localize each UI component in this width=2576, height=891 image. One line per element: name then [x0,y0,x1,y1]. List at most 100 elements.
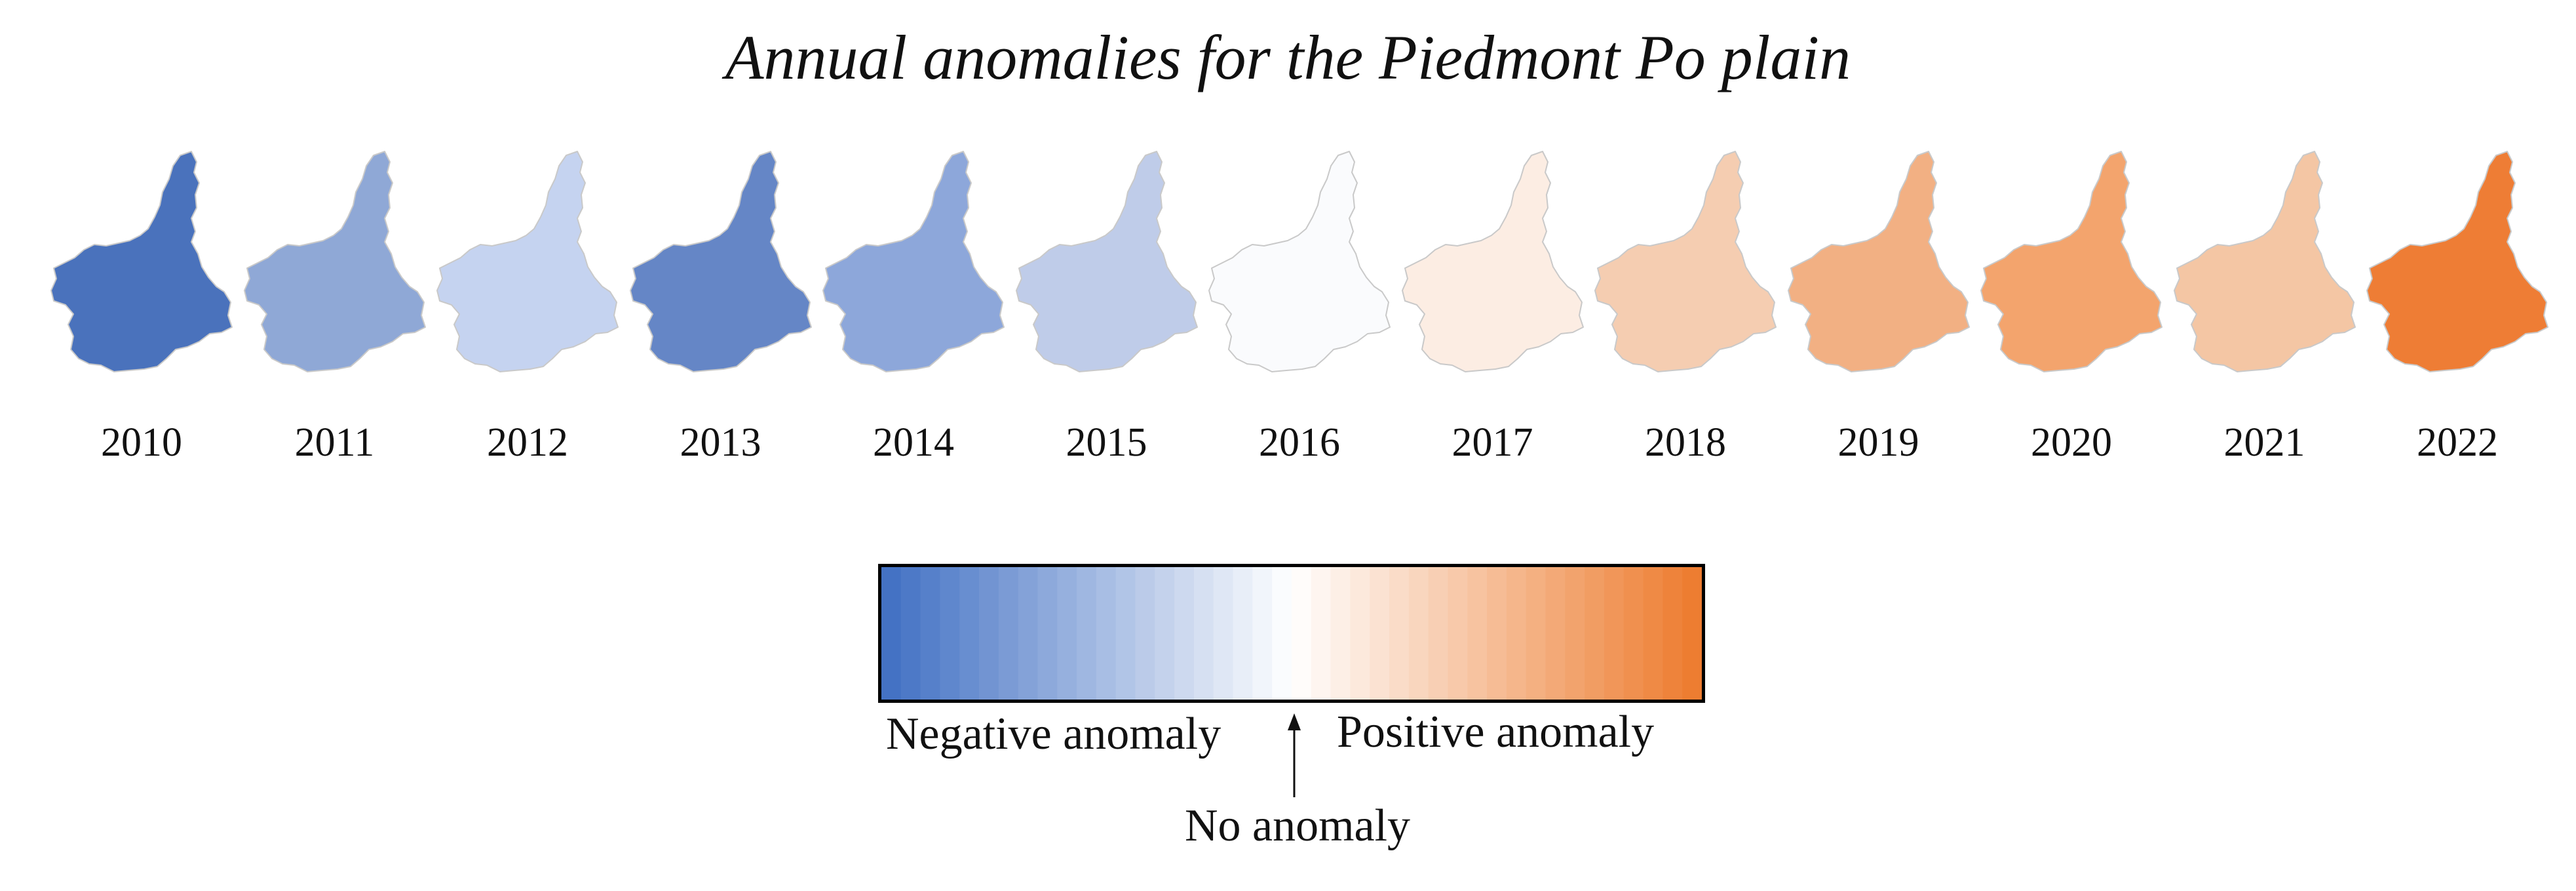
legend-color-step [1330,567,1351,700]
legend-color-step [1292,567,1312,700]
legend-color-step [1311,567,1332,700]
up-arrow-icon [1288,713,1301,797]
region-fill-2017 [1401,151,1584,372]
piedmont-region-shape [1208,151,1391,372]
legend-color-step [1135,567,1155,700]
legend-color-step [881,567,902,700]
legend-color-step [1682,567,1702,700]
legend-color-step [1623,567,1644,700]
year-map-2019: 2019 [1782,148,1976,475]
piedmont-region-shape [1015,151,1198,372]
legend-color-step [940,567,960,700]
year-map-2012: 2012 [431,148,625,475]
region-fill-2021 [2173,151,2356,372]
year-map-2015: 2015 [1010,148,1204,475]
legend-color-step [1506,567,1527,700]
piedmont-region-shape [822,151,1005,372]
year-label: 2014 [873,420,954,465]
piedmont-region-shape [629,151,812,372]
legend-color-step [1174,567,1195,700]
year-map-2022: 2022 [2360,148,2554,475]
year-label: 2017 [1451,420,1533,465]
piedmont-region-shape [2173,151,2356,372]
year-map-2018: 2018 [1588,148,1782,475]
legend-color-step [1077,567,1097,700]
region-fill-2015 [1015,151,1198,372]
legend-color-step [1565,567,1585,700]
legend-color-step [1604,567,1624,700]
legend-color-step [1350,567,1370,700]
legend-color-step [1663,567,1683,700]
year-label: 2015 [1066,420,1147,465]
year-map-2013: 2013 [624,148,818,475]
legend-color-step [1155,567,1175,700]
legend-color-step [1213,567,1234,700]
legend-color-step [1448,567,1468,700]
legend-color-step [1272,567,1292,700]
year-label: 2021 [2223,420,2305,465]
piedmont-region-shape [243,151,426,372]
legend-color-step [1018,567,1039,700]
year-label: 2016 [1259,420,1340,465]
legend-color-step [959,567,980,700]
year-label: 2011 [294,420,375,465]
piedmont-region-shape [1401,151,1584,372]
region-fill-2013 [629,151,812,372]
year-label: 2010 [101,420,182,465]
legend-negative-label: Negative anomaly [886,709,1221,759]
piedmont-region-shape [2366,151,2548,372]
legend-color-step [1526,567,1547,700]
legend-color-step [1408,567,1429,700]
legend-color-step [1643,567,1663,700]
year-label: 2022 [2417,420,2498,465]
legend-color-step [1467,567,1488,700]
legend-color-step [1115,567,1136,700]
piedmont-region-shape [50,151,233,372]
region-fill-2019 [1787,151,1970,372]
legend-color-step [1252,567,1273,700]
legend-color-step [1057,567,1077,700]
legend-color-step [1389,567,1410,700]
legend-color-step [1487,567,1507,700]
year-map-2014: 2014 [817,148,1010,475]
color-legend: Negative anomaly Positive anomaly No ano… [878,564,1709,865]
piedmont-region-shape [1980,151,2163,372]
region-fill-2010 [50,151,233,372]
legend-color-step [998,567,1019,700]
legend-color-step [1193,567,1214,700]
legend-color-step [1370,567,1390,700]
legend-color-step [900,567,921,700]
year-map-2021: 2021 [2168,148,2362,475]
legend-color-step [1233,567,1253,700]
legend-color-step [1585,567,1605,700]
year-map-2020: 2020 [1974,148,2168,475]
year-label: 2018 [1645,420,1726,465]
map-title: Annual anomalies for the Piedmont Po pla… [725,22,1851,92]
legend-color-bar [878,564,1705,703]
legend-zero-label: No anomaly [1184,801,1411,851]
legend-color-steps [881,567,1702,700]
piedmont-region-shape [436,151,619,372]
year-map-2017: 2017 [1396,148,1590,475]
legend-color-step [920,567,941,700]
region-fill-2011 [243,151,426,372]
year-map-2011: 2011 [238,148,432,475]
region-fill-2016 [1208,151,1391,372]
annual-maps-row: 2010 2011 2012 2013 2014 2015 2016 2017 2018 2019… [50,148,2554,475]
region-fill-2014 [822,151,1005,372]
year-label: 2013 [680,420,761,465]
region-fill-2018 [1594,151,1777,372]
region-fill-2022 [2366,151,2548,372]
year-label: 2020 [2031,420,2112,465]
piedmont-region-shape [1594,151,1777,372]
legend-positive-label: Positive anomaly [1337,707,1655,757]
year-label: 2012 [487,420,568,465]
year-label: 2019 [1837,420,1919,465]
legend-color-step [1096,567,1117,700]
legend-color-step [979,567,999,700]
year-map-2016: 2016 [1202,148,1396,475]
legend-color-step [1037,567,1058,700]
legend-color-step [1428,567,1449,700]
piedmont-region-shape [1787,151,1970,372]
region-fill-2020 [1980,151,2163,372]
